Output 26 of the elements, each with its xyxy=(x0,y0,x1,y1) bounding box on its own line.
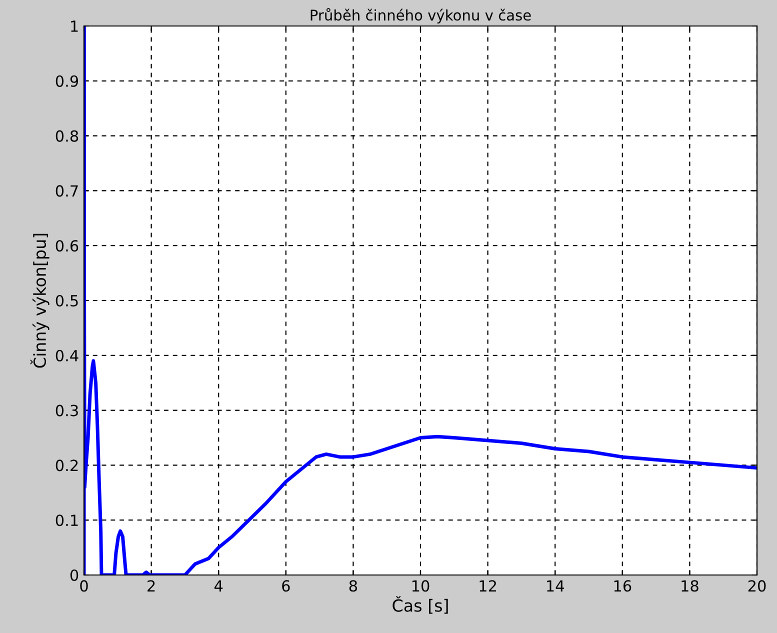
x-tick-label: 6 xyxy=(282,580,290,592)
x-tick-label: 4 xyxy=(214,580,223,592)
y-tick-label: 0.3 xyxy=(56,404,78,416)
y-tick-label: 0.6 xyxy=(56,240,78,252)
y-tick-label: 0.2 xyxy=(56,460,78,472)
y-tick-label: 0.1 xyxy=(56,514,78,526)
x-tick-label: 16 xyxy=(614,580,632,592)
x-tick-label: 18 xyxy=(682,580,698,592)
y-tick-label: 0.5 xyxy=(56,294,78,307)
y-tick-label: 0 xyxy=(70,569,78,582)
x-tick-label: 14 xyxy=(547,580,564,592)
y-tick-label: 0.4 xyxy=(56,350,78,362)
x-tick-label: 20 xyxy=(748,580,766,592)
x-tick-label: 2 xyxy=(148,580,155,592)
y-tick-label: 0.9 xyxy=(56,75,78,87)
line-series xyxy=(84,26,757,575)
chart-title: Průběh činného výkonu v čase xyxy=(310,8,531,24)
y-tick-label: 1 xyxy=(71,20,78,32)
x-tick-label: 12 xyxy=(480,580,496,592)
x-tick-label: 8 xyxy=(349,580,358,592)
y-axis-title: Činný výkon[pu] xyxy=(30,234,50,368)
y-tick-label: 0.7 xyxy=(56,185,78,197)
y-tick-label: 0.8 xyxy=(56,130,78,142)
x-tick-label: 0 xyxy=(80,580,88,592)
x-axis-title: Čas [s] xyxy=(392,596,448,614)
x-tick-label: 10 xyxy=(412,580,430,592)
